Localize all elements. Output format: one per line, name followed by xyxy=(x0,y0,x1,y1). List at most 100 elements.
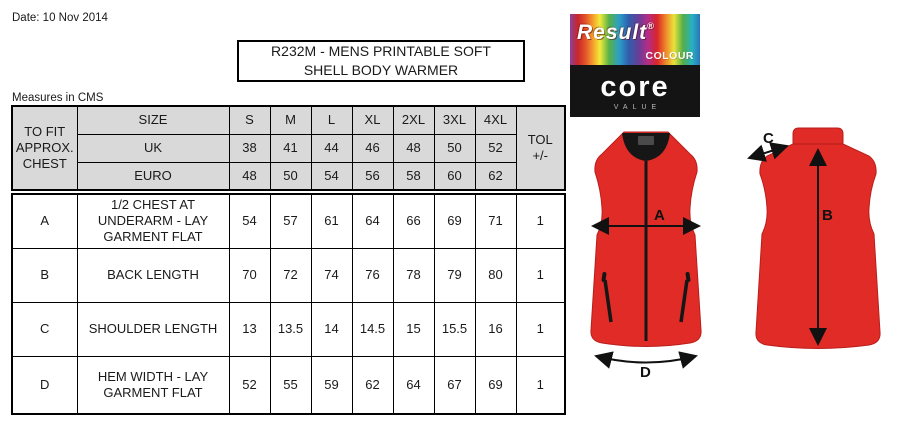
table-row: B BACK LENGTH 70 72 74 76 78 79 80 1 xyxy=(11,247,566,303)
size-cell: S xyxy=(228,105,271,135)
measure-value: 59 xyxy=(310,355,353,415)
pocket-zip-left xyxy=(603,279,613,323)
uk-cell: 44 xyxy=(310,133,353,163)
measure-value: 76 xyxy=(351,247,394,303)
measure-value: 78 xyxy=(392,247,435,303)
product-title-line1: R232M - MENS PRINTABLE SOFT xyxy=(271,43,491,59)
size-cell: 3XL xyxy=(433,105,476,135)
size-cell: XL xyxy=(351,105,394,135)
size-cell: L xyxy=(310,105,353,135)
uk-cell: 41 xyxy=(269,133,312,163)
measure-tol: 1 xyxy=(515,247,566,303)
euro-cell: 58 xyxy=(392,161,435,191)
euro-cell: 62 xyxy=(474,161,517,191)
measure-code: A xyxy=(11,193,78,249)
size-cell: M xyxy=(269,105,312,135)
product-title-box: R232M - MENS PRINTABLE SOFT SHELL BODY W… xyxy=(237,40,525,82)
to-fit-chest-header: TO FIT APPROX. CHEST xyxy=(11,105,78,191)
colour-text: COLOUR xyxy=(645,50,694,62)
size-header-table: TO FIT APPROX. CHEST SIZE S M L XL 2XL 3… xyxy=(11,105,566,191)
neck-label xyxy=(638,136,654,145)
pocket-zip-pull-right xyxy=(685,272,691,282)
measure-tol: 1 xyxy=(515,301,566,357)
euro-cell: 50 xyxy=(269,161,312,191)
table-row: A 1/2 CHEST AT UNDERARM - LAY GARMENT FL… xyxy=(11,193,566,249)
table-row: D HEM WIDTH - LAY GARMENT FLAT 52 55 59 … xyxy=(11,355,566,415)
value-text: VALUE xyxy=(613,103,662,111)
chest-measure-label: A xyxy=(654,207,665,224)
measure-value: 64 xyxy=(392,355,435,415)
pocket-zip-pull-left xyxy=(601,272,607,282)
core-text: core xyxy=(600,70,670,103)
uk-row: UK 38 41 44 46 48 50 52 xyxy=(12,133,565,163)
measure-value: 16 xyxy=(474,301,517,357)
euro-cell: 54 xyxy=(310,161,353,191)
euro-cell: 48 xyxy=(228,161,271,191)
result-core-logo: Result® COLOUR core VALUE xyxy=(570,14,700,117)
size-cell: 2XL xyxy=(392,105,435,135)
core-value-banner: core VALUE xyxy=(570,65,700,117)
measure-value: 55 xyxy=(269,355,312,415)
measure-code: C xyxy=(11,301,78,357)
measure-value: 57 xyxy=(269,193,312,249)
euro-cell: 60 xyxy=(433,161,476,191)
measure-name: HEM WIDTH - LAY GARMENT FLAT xyxy=(76,355,230,415)
measures-note: Measures in CMS xyxy=(12,92,104,104)
measure-value: 67 xyxy=(433,355,476,415)
back-length-label: B xyxy=(822,207,833,224)
measure-code: B xyxy=(11,247,78,303)
pocket-zip-right xyxy=(679,279,689,323)
measure-value: 62 xyxy=(351,355,394,415)
hem-measure-label: D xyxy=(640,364,651,378)
measure-value: 54 xyxy=(228,193,271,249)
vest-back-diagram: B C xyxy=(747,127,881,349)
measure-value: 61 xyxy=(310,193,353,249)
measure-value: 74 xyxy=(310,247,353,303)
measure-value: 14.5 xyxy=(351,301,394,357)
uk-cell: 52 xyxy=(474,133,517,163)
registered-mark: ® xyxy=(647,21,655,31)
size-row: TO FIT APPROX. CHEST SIZE S M L XL 2XL 3… xyxy=(11,105,566,191)
euro-cell: 56 xyxy=(351,161,394,191)
measure-tol: 1 xyxy=(515,355,566,415)
shoulder-measure-label: C xyxy=(763,130,774,147)
uk-cell: 50 xyxy=(433,133,476,163)
table-row: C SHOULDER LENGTH 13 13.5 14 14.5 15 15.… xyxy=(11,301,566,357)
measure-value: 14 xyxy=(310,301,353,357)
measure-value: 52 xyxy=(228,355,271,415)
shoulder-measure-arrow xyxy=(747,142,789,162)
measure-value: 69 xyxy=(433,193,476,249)
measure-value: 15 xyxy=(392,301,435,357)
measure-value: 80 xyxy=(474,247,517,303)
result-brand-text: Result® xyxy=(577,21,655,44)
vest-front-diagram: A D xyxy=(590,131,702,378)
measure-value: 15.5 xyxy=(433,301,476,357)
euro-row-label: EURO xyxy=(76,161,230,191)
size-cell: 4XL xyxy=(474,105,517,135)
uk-cell: 46 xyxy=(351,133,394,163)
measure-value: 71 xyxy=(474,193,517,249)
measure-name: SHOULDER LENGTH xyxy=(76,301,230,357)
size-row-label: SIZE xyxy=(76,105,230,135)
collar-inner xyxy=(622,133,670,161)
measure-value: 64 xyxy=(351,193,394,249)
tolerance-header: TOL +/- xyxy=(515,105,566,191)
date-label: Date: 10 Nov 2014 xyxy=(12,12,108,24)
measure-value: 13 xyxy=(228,301,271,357)
result-rainbow-banner: Result® COLOUR xyxy=(570,14,700,65)
product-title-line2: SHELL BODY WARMER xyxy=(303,62,459,78)
measurements-table: A 1/2 CHEST AT UNDERARM - LAY GARMENT FL… xyxy=(11,193,566,415)
measure-value: 70 xyxy=(228,247,271,303)
measure-value: 13.5 xyxy=(269,301,312,357)
measure-value: 66 xyxy=(392,193,435,249)
uk-row-label: UK xyxy=(76,133,230,163)
hem-measure-arrow xyxy=(594,351,698,369)
measure-value: 79 xyxy=(433,247,476,303)
measure-value: 69 xyxy=(474,355,517,415)
measure-name: BACK LENGTH xyxy=(76,247,230,303)
measure-code: D xyxy=(11,355,78,415)
uk-cell: 38 xyxy=(228,133,271,163)
measure-value: 72 xyxy=(269,247,312,303)
measure-tol: 1 xyxy=(515,193,566,249)
